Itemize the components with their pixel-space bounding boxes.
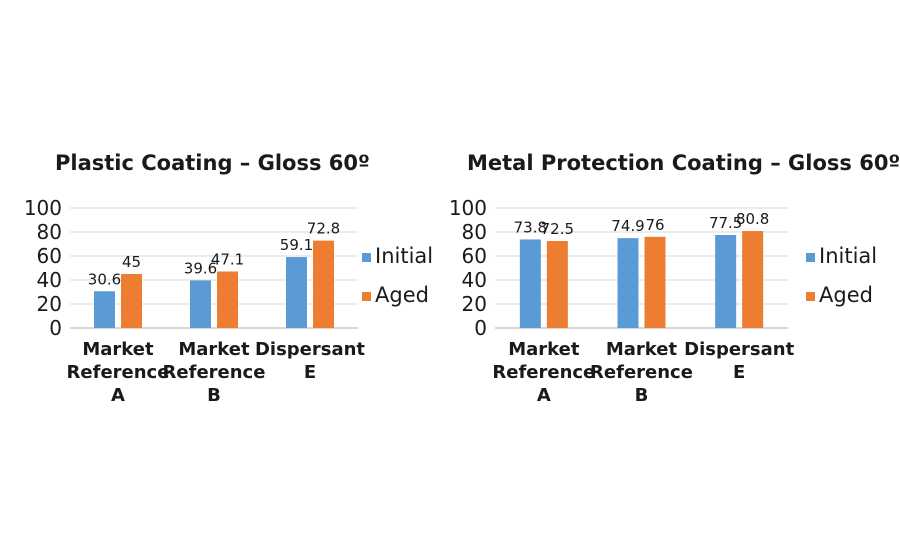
bar-aged — [546, 241, 568, 328]
data-label: 30.6 — [88, 270, 121, 288]
y-tick-label: 0 — [49, 316, 62, 340]
legend-swatch-initial — [362, 253, 371, 262]
chart-title: Metal Protection Coating – Gloss 60º — [467, 151, 900, 175]
legend-swatch-aged — [362, 292, 371, 301]
bar-aged — [742, 231, 764, 328]
category-label: Market Reference A — [67, 339, 170, 406]
category-label-line: Market — [508, 339, 580, 360]
data-label: 39.6 — [184, 259, 217, 277]
legend-label: Aged — [375, 283, 429, 307]
data-label: 47.1 — [211, 250, 244, 268]
bar-aged — [217, 271, 238, 328]
category-label-line: E — [304, 362, 316, 383]
y-tick-label: 40 — [37, 268, 62, 292]
bar-initial — [715, 235, 737, 328]
bar-aged — [121, 274, 142, 328]
category-label-line: Dispersant — [255, 339, 365, 360]
category-label-line: Reference — [492, 362, 595, 383]
legend-swatch-initial — [806, 253, 815, 262]
y-tick-label: 80 — [37, 220, 62, 244]
category-label-line: A — [111, 385, 125, 406]
y-tick-label: 60 — [37, 244, 62, 268]
category-label: Dispersant E — [255, 339, 365, 383]
data-label: 80.8 — [736, 210, 769, 228]
y-tick-label: 0 — [474, 316, 487, 340]
legend-label: Initial — [375, 244, 433, 268]
legend-label: Aged — [819, 283, 873, 307]
data-label: 45 — [122, 253, 141, 271]
category-label-line: E — [733, 362, 745, 383]
category-label-line: Market — [178, 339, 250, 360]
data-label: 72.5 — [541, 220, 574, 238]
category-label: Market Reference A — [492, 339, 595, 406]
category-label: Market Reference B — [590, 339, 693, 406]
y-tick-label: 80 — [462, 220, 487, 244]
category-label-line: Market — [606, 339, 678, 360]
category-label-line: B — [635, 385, 649, 406]
category-label-line: Reference — [163, 362, 266, 383]
category-label: Dispersant E — [684, 339, 794, 383]
category-label-line: A — [537, 385, 551, 406]
legend-label: Initial — [819, 244, 877, 268]
bar-initial — [617, 238, 639, 328]
legend-swatch-aged — [806, 292, 815, 301]
data-label: 76 — [645, 216, 664, 234]
y-tick-label: 20 — [37, 292, 62, 316]
bar-aged — [313, 240, 334, 328]
bar-initial — [519, 239, 541, 328]
category-label-line: Reference — [590, 362, 693, 383]
chart-title: Plastic Coating – Gloss 60º — [55, 151, 370, 175]
data-label: 77.5 — [709, 214, 742, 232]
bar-aged — [644, 236, 666, 328]
category-label-line: Dispersant — [684, 339, 794, 360]
y-tick-label: 40 — [462, 268, 487, 292]
bar-initial — [286, 257, 307, 328]
y-tick-label: 100 — [449, 196, 487, 220]
bar-initial — [190, 280, 211, 328]
data-label: 59.1 — [280, 236, 313, 254]
category-label-line: Reference — [67, 362, 170, 383]
category-label-line: Market — [82, 339, 154, 360]
y-tick-label: 100 — [24, 196, 62, 220]
y-tick-label: 20 — [462, 292, 487, 316]
bar-initial — [94, 291, 115, 328]
data-label: 73.8 — [514, 218, 547, 236]
data-label: 72.8 — [307, 220, 340, 238]
data-label: 74.9 — [611, 217, 644, 235]
category-label-line: B — [207, 385, 221, 406]
category-label: Market Reference B — [163, 339, 266, 406]
y-tick-label: 60 — [462, 244, 487, 268]
metal-protection-coating-chart: Metal Protection Coating – Gloss 60º 0204… — [449, 151, 900, 406]
